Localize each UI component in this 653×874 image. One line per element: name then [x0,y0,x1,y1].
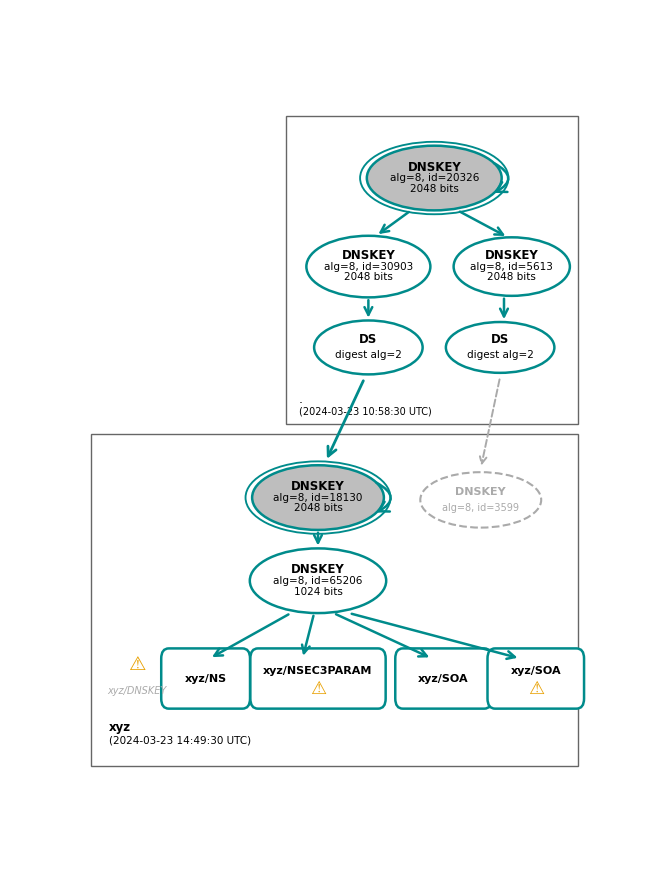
Text: xyz/SOA: xyz/SOA [418,674,469,683]
Text: ⚠: ⚠ [129,656,146,674]
Text: digest alg=2: digest alg=2 [335,350,402,360]
Text: alg=8, id=5613: alg=8, id=5613 [470,261,553,272]
FancyBboxPatch shape [91,434,579,766]
FancyArrowPatch shape [376,482,390,511]
Text: DS: DS [359,333,377,346]
FancyBboxPatch shape [488,649,584,709]
Text: alg=8, id=65206: alg=8, id=65206 [274,576,362,586]
Text: 2048 bits: 2048 bits [294,503,342,513]
Text: DNSKEY: DNSKEY [407,161,461,174]
Text: .: . [298,392,302,406]
Text: DNSKEY: DNSKEY [291,481,345,493]
Text: alg=8, id=20326: alg=8, id=20326 [390,173,479,183]
Text: 1024 bits: 1024 bits [294,586,342,597]
Text: DNSKEY: DNSKEY [342,249,395,262]
Text: xyz/SOA: xyz/SOA [511,666,561,676]
FancyBboxPatch shape [395,649,492,709]
FancyArrowPatch shape [494,163,508,192]
Text: (2024-03-23 14:49:30 UTC): (2024-03-23 14:49:30 UTC) [109,736,251,746]
Ellipse shape [421,472,541,528]
Text: (2024-03-23 10:58:30 UTC): (2024-03-23 10:58:30 UTC) [298,406,432,416]
Ellipse shape [306,236,430,297]
Ellipse shape [454,238,570,295]
Text: 2048 bits: 2048 bits [487,273,536,282]
Text: xyz/NSEC3PARAM: xyz/NSEC3PARAM [263,666,373,676]
FancyBboxPatch shape [250,649,386,709]
Text: 2048 bits: 2048 bits [344,273,393,282]
Ellipse shape [367,146,502,211]
Text: xyz/DNSKEY: xyz/DNSKEY [108,686,167,696]
FancyBboxPatch shape [286,116,578,425]
Text: 2048 bits: 2048 bits [410,184,458,194]
Text: alg=8, id=18130: alg=8, id=18130 [274,493,362,503]
Text: ⚠: ⚠ [528,680,544,697]
Text: DS: DS [491,333,509,346]
FancyBboxPatch shape [161,649,250,709]
Text: DNSKEY: DNSKEY [455,487,506,497]
Ellipse shape [250,548,386,613]
Ellipse shape [252,465,384,530]
Text: alg=8, id=3599: alg=8, id=3599 [442,503,519,512]
Text: DNSKEY: DNSKEY [291,564,345,577]
Ellipse shape [446,322,554,373]
Text: alg=8, id=30903: alg=8, id=30903 [324,261,413,272]
Text: DNSKEY: DNSKEY [485,249,539,262]
Ellipse shape [314,321,422,374]
Text: xyz/NS: xyz/NS [185,674,227,683]
Text: xyz: xyz [109,720,131,733]
Text: digest alg=2: digest alg=2 [467,350,534,360]
Text: ⚠: ⚠ [310,680,326,697]
